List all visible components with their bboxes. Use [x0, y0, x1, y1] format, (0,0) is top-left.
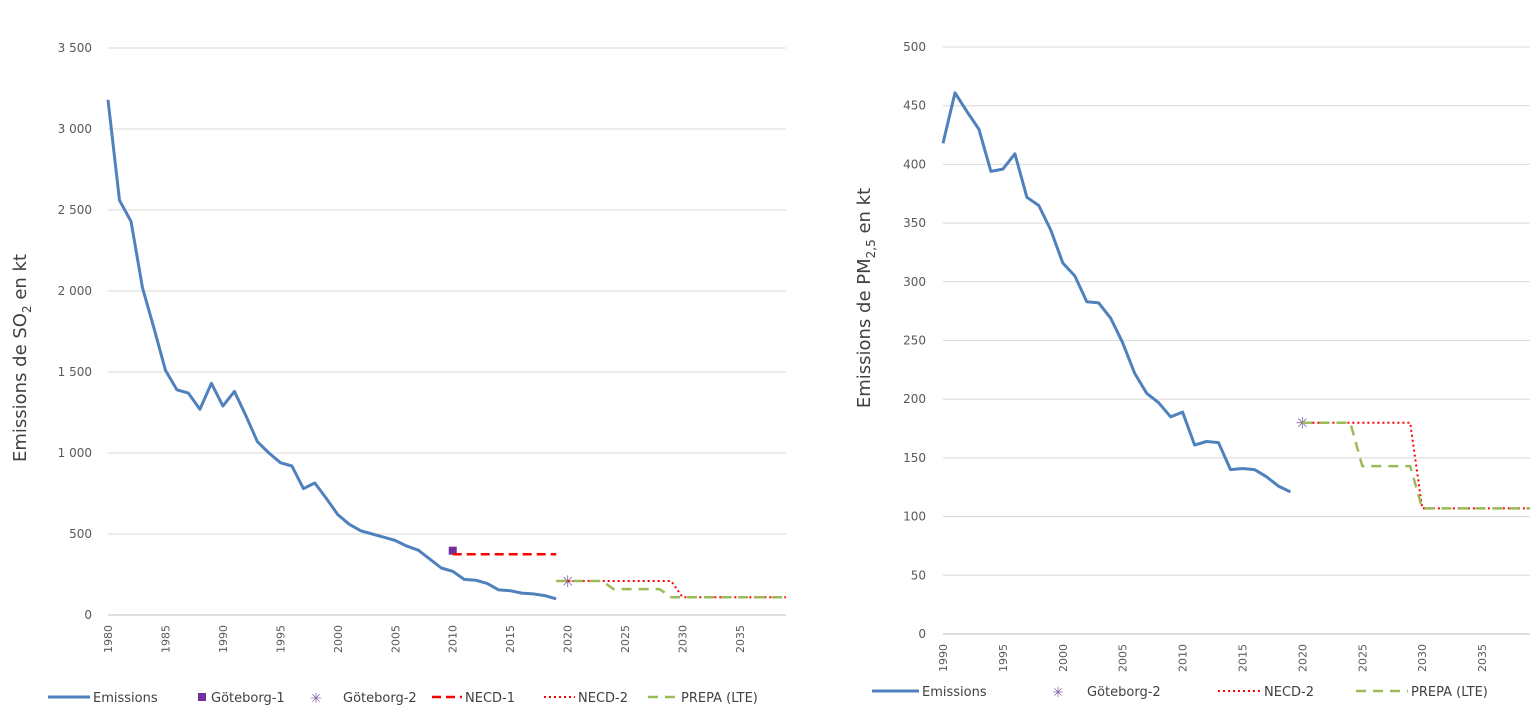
- legend-label: Emissions: [93, 691, 158, 706]
- legend-item: PREPA (LTE): [648, 691, 758, 706]
- legend-label: Göteborg-2: [1087, 685, 1161, 700]
- x-tick-label: 2020: [562, 625, 575, 653]
- y-tick-label: 50: [911, 568, 926, 582]
- legend-marker: [198, 693, 206, 701]
- x-tick-label: 1995: [274, 625, 287, 653]
- y-tick-label: 200: [903, 392, 926, 406]
- x-tick-label: 2000: [332, 625, 345, 653]
- legend-marker: ✳: [1052, 685, 1064, 701]
- legend-item: Göteborg-1: [198, 691, 285, 706]
- legend-label: NECD-2: [1264, 685, 1314, 700]
- legend-label: Göteborg-2: [343, 691, 417, 706]
- x-tick-label: 2020: [1296, 644, 1309, 672]
- x-tick-label: 2035: [734, 625, 747, 653]
- x-tick-label: 2025: [1356, 644, 1369, 672]
- series-prepa-lte--line: [1302, 421, 1530, 510]
- chart-2: 0 50 100 150 200 250 300 350 400 450 500 1990 1995 20…: [854, 40, 1530, 701]
- y-tick-label: 250: [903, 334, 926, 348]
- series-g-teborg-2-point: ✳: [561, 572, 574, 591]
- legend-label: Göteborg-1: [211, 691, 285, 706]
- series-emissions-line: [106, 99, 557, 601]
- x-tick-label: 1990: [217, 625, 230, 653]
- series-g-teborg-1-point: [448, 546, 457, 555]
- y-tick-label: 0: [84, 608, 92, 622]
- series-necd-2-line: [1302, 421, 1530, 510]
- x-tick-label: 1985: [159, 625, 172, 653]
- x-tick-label: 2025: [619, 625, 632, 653]
- series-g-teborg-2-point: ✳: [1296, 414, 1309, 433]
- y-tick-label: 300: [903, 275, 926, 289]
- legend-item: NECD-2: [1218, 685, 1314, 700]
- x-tick-label: 1980: [102, 625, 115, 653]
- y-axis-label: Emissions de SO2 en kt: [10, 254, 34, 462]
- chart-1: 0 500 1 000 1 500 2 000 2 500 3 000 3 500 1980 19…: [10, 41, 786, 707]
- y-tick-label: 1 500: [58, 365, 92, 379]
- legend-label: PREPA (LTE): [681, 691, 758, 706]
- legend-item: ✳ Göteborg-2: [1052, 685, 1161, 701]
- y-tick-label: 2 500: [58, 203, 92, 217]
- legend-label: NECD-2: [578, 691, 628, 706]
- series-prepa-lte--line: [556, 579, 786, 599]
- x-tick-label: 2035: [1476, 644, 1489, 672]
- y-tick-label: 3 500: [58, 41, 92, 55]
- legend-label: NECD-1: [465, 691, 515, 706]
- y-tick-label: 1 000: [58, 446, 92, 460]
- series-emissions-line: [941, 91, 1292, 494]
- x-tick-label: 1995: [997, 644, 1010, 672]
- x-tick-label: 2030: [1416, 644, 1429, 672]
- x-tick-label: 2010: [447, 625, 460, 653]
- legend-label: PREPA (LTE): [1411, 685, 1488, 700]
- series-necd-2-line: [567, 580, 786, 599]
- y-tick-label: 3 000: [58, 122, 92, 136]
- y-tick-label: 350: [903, 216, 926, 230]
- x-tick-label: 1990: [937, 644, 950, 672]
- y-tick-label: 150: [903, 451, 926, 465]
- legend-item: Emissions: [48, 691, 158, 706]
- legend-item: NECD-2: [544, 691, 628, 706]
- y-tick-label: 500: [69, 527, 92, 541]
- y-tick-label: 450: [903, 99, 926, 113]
- legend-item: Emissions: [872, 685, 987, 700]
- y-tick-label: 0: [918, 627, 926, 641]
- y-tick-label: 400: [903, 157, 926, 171]
- x-tick-label: 2030: [677, 625, 690, 653]
- legend-item: NECD-1: [432, 691, 515, 706]
- x-tick-label: 2015: [1236, 644, 1249, 672]
- legend-item: PREPA (LTE): [1356, 685, 1488, 700]
- x-tick-label: 2005: [389, 625, 402, 653]
- legend-label: Emissions: [922, 685, 987, 700]
- y-axis-label: Emissions de PM2,5 en kt: [854, 188, 878, 408]
- x-tick-label: 2015: [504, 625, 517, 653]
- y-tick-label: 2 000: [58, 284, 92, 298]
- y-tick-label: 500: [903, 40, 926, 54]
- x-tick-label: 2010: [1177, 644, 1190, 672]
- legend-marker: ✳: [310, 691, 322, 707]
- legend-item: ✳ Göteborg-2: [310, 691, 417, 707]
- y-tick-label: 100: [903, 510, 926, 524]
- x-tick-label: 2005: [1117, 644, 1130, 672]
- x-tick-label: 2000: [1057, 644, 1070, 672]
